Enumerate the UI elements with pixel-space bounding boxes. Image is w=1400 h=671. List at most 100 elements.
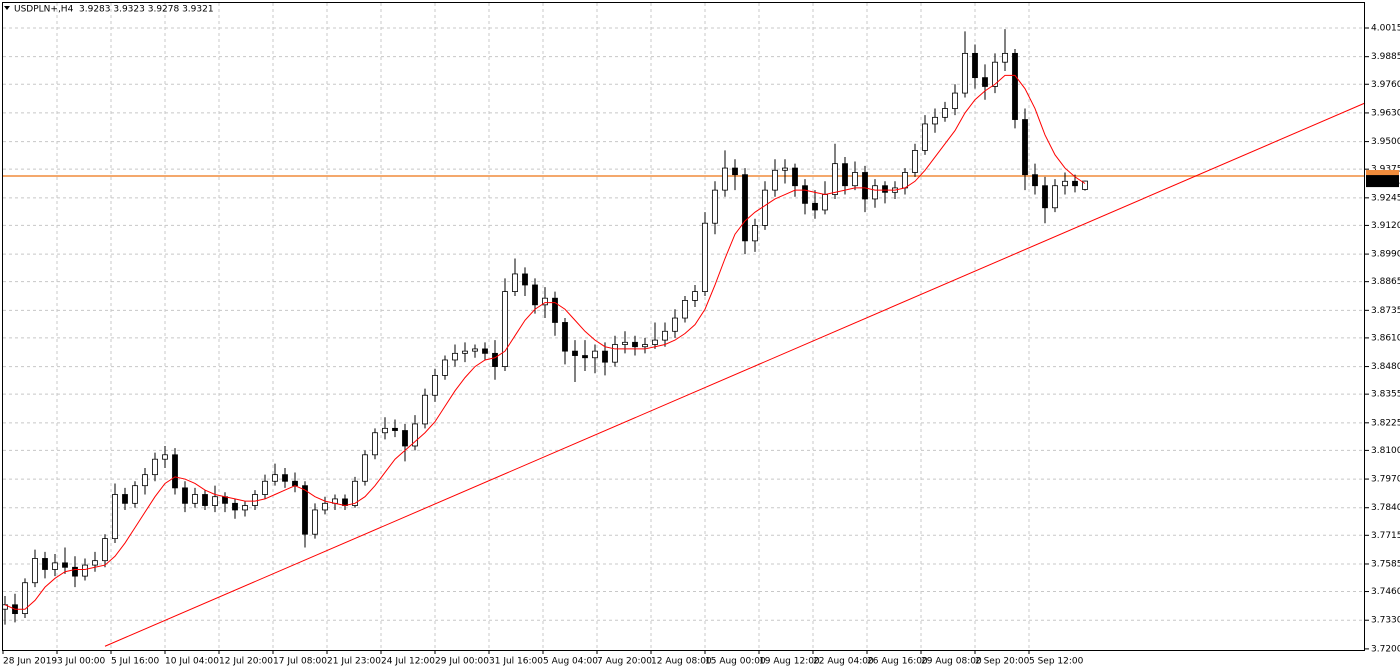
x-tick-label: 26 Aug 16:00: [867, 657, 928, 667]
candle-body: [262, 480, 268, 495]
y-tick-label: 3.9375: [1371, 165, 1400, 175]
candle-body: [972, 52, 978, 79]
candle-body: [182, 487, 188, 504]
y-tick-label: 3.8735: [1371, 306, 1400, 316]
candle-body: [62, 562, 68, 568]
candle-body: [852, 172, 858, 187]
candle-body: [82, 564, 88, 577]
candle-body: [482, 348, 488, 354]
y-tick-label: 3.8990: [1371, 250, 1400, 260]
candle-body: [572, 350, 578, 356]
candle-body: [772, 169, 778, 191]
candle-body: [1072, 180, 1078, 187]
candle-body: [842, 163, 848, 187]
candle-body: [1022, 119, 1028, 176]
candle-body: [1002, 52, 1008, 63]
candle-body: [232, 502, 238, 511]
y-tick-label: 3.8355: [1371, 390, 1400, 400]
x-tick-label: 10 Jul 04:00: [165, 657, 219, 667]
y-tick-label: 3.9760: [1371, 80, 1400, 90]
candle-body: [52, 562, 58, 570]
candle-body: [252, 494, 258, 506]
candle-body: [642, 344, 648, 348]
candle-body: [532, 284, 538, 306]
candle-body: [1032, 174, 1038, 187]
candle-body: [982, 77, 988, 87]
candle-body: [592, 350, 598, 359]
x-tick-label: 22 Aug 04:00: [813, 657, 874, 667]
candle-body: [502, 291, 508, 367]
candle-body: [562, 322, 568, 352]
candle-body: [662, 330, 668, 341]
x-tick-label: 7 Aug 20:00: [597, 657, 652, 667]
y-tick-label: 3.7715: [1371, 531, 1400, 541]
y-tick-label: 3.9500: [1371, 137, 1400, 147]
y-tick-label: 3.8610: [1371, 333, 1400, 343]
y-tick-label: 3.8865: [1371, 277, 1400, 287]
candle-body: [292, 480, 298, 487]
x-tick-label: 5 Sep 12:00: [1029, 657, 1084, 667]
candle-body: [712, 189, 718, 224]
candle-body: [402, 430, 408, 447]
candle-body: [272, 474, 278, 482]
candle-body: [832, 163, 838, 195]
menu-triangle[interactable]: [4, 6, 10, 10]
candle-body: [602, 350, 608, 363]
y-tick-label: 3.7585: [1371, 559, 1400, 569]
candle-body: [102, 538, 108, 562]
plot-frame: [2, 2, 1365, 651]
candle-body: [862, 172, 868, 200]
y-tick-label: 3.9630: [1371, 108, 1400, 118]
candle-body: [412, 423, 418, 447]
x-tick-label: 28 Jun 2019: [3, 657, 57, 667]
y-tick-label: 3.9885: [1371, 52, 1400, 62]
y-tick-label: 3.8225: [1371, 418, 1400, 428]
candle-body: [122, 494, 128, 504]
candle-body: [162, 454, 168, 460]
candle-body: [792, 167, 798, 187]
candle-body: [762, 189, 768, 226]
candle-body: [492, 352, 498, 367]
candle-body: [202, 494, 208, 506]
x-tick-label: 12 Aug 08:00: [651, 657, 712, 667]
candle-body: [902, 172, 908, 189]
chart-header: USDPLN+,H4 3.9283 3.9323 3.9278 3.9321: [14, 5, 214, 15]
candle-body: [1042, 185, 1048, 209]
candle-body: [112, 494, 118, 540]
candle-body: [992, 61, 998, 87]
candle-body: [682, 300, 688, 319]
candle-body: [1082, 180, 1088, 190]
y-tick-label: 3.9245: [1371, 193, 1400, 203]
candle-body: [22, 582, 28, 615]
y-tick-label: 4.0015: [1371, 24, 1400, 34]
candle-body: [282, 474, 288, 482]
candle-body: [802, 185, 808, 204]
candle-body: [522, 273, 528, 286]
candle-body: [32, 558, 38, 584]
candle-body: [552, 297, 558, 323]
candle-body: [372, 432, 378, 456]
candle-body: [622, 341, 628, 345]
candle-body: [812, 202, 818, 211]
x-tick-label: 5 Aug 04:00: [543, 657, 598, 667]
candle-body: [542, 297, 548, 306]
candle-body: [222, 496, 228, 504]
candle-body: [1062, 180, 1068, 187]
candle-body: [702, 222, 708, 292]
x-tick-label: 31 Jul 16:00: [489, 657, 543, 667]
x-tick-label: 29 Jul 00:00: [435, 657, 489, 667]
x-tick-label: 3 Jul 00:00: [57, 657, 106, 667]
candle-body: [872, 185, 878, 200]
x-tick-label: 21 Jul 23:00: [327, 657, 381, 667]
price-label: 3.9321: [1369, 177, 1400, 187]
hline-price-box: [1366, 170, 1399, 179]
candle-body: [942, 108, 948, 118]
candle-body: [882, 185, 888, 193]
candle-body: [392, 427, 398, 431]
candle-body: [732, 167, 738, 176]
candle-body: [312, 509, 318, 535]
candle-body: [922, 123, 928, 151]
candle-body: [442, 359, 448, 376]
